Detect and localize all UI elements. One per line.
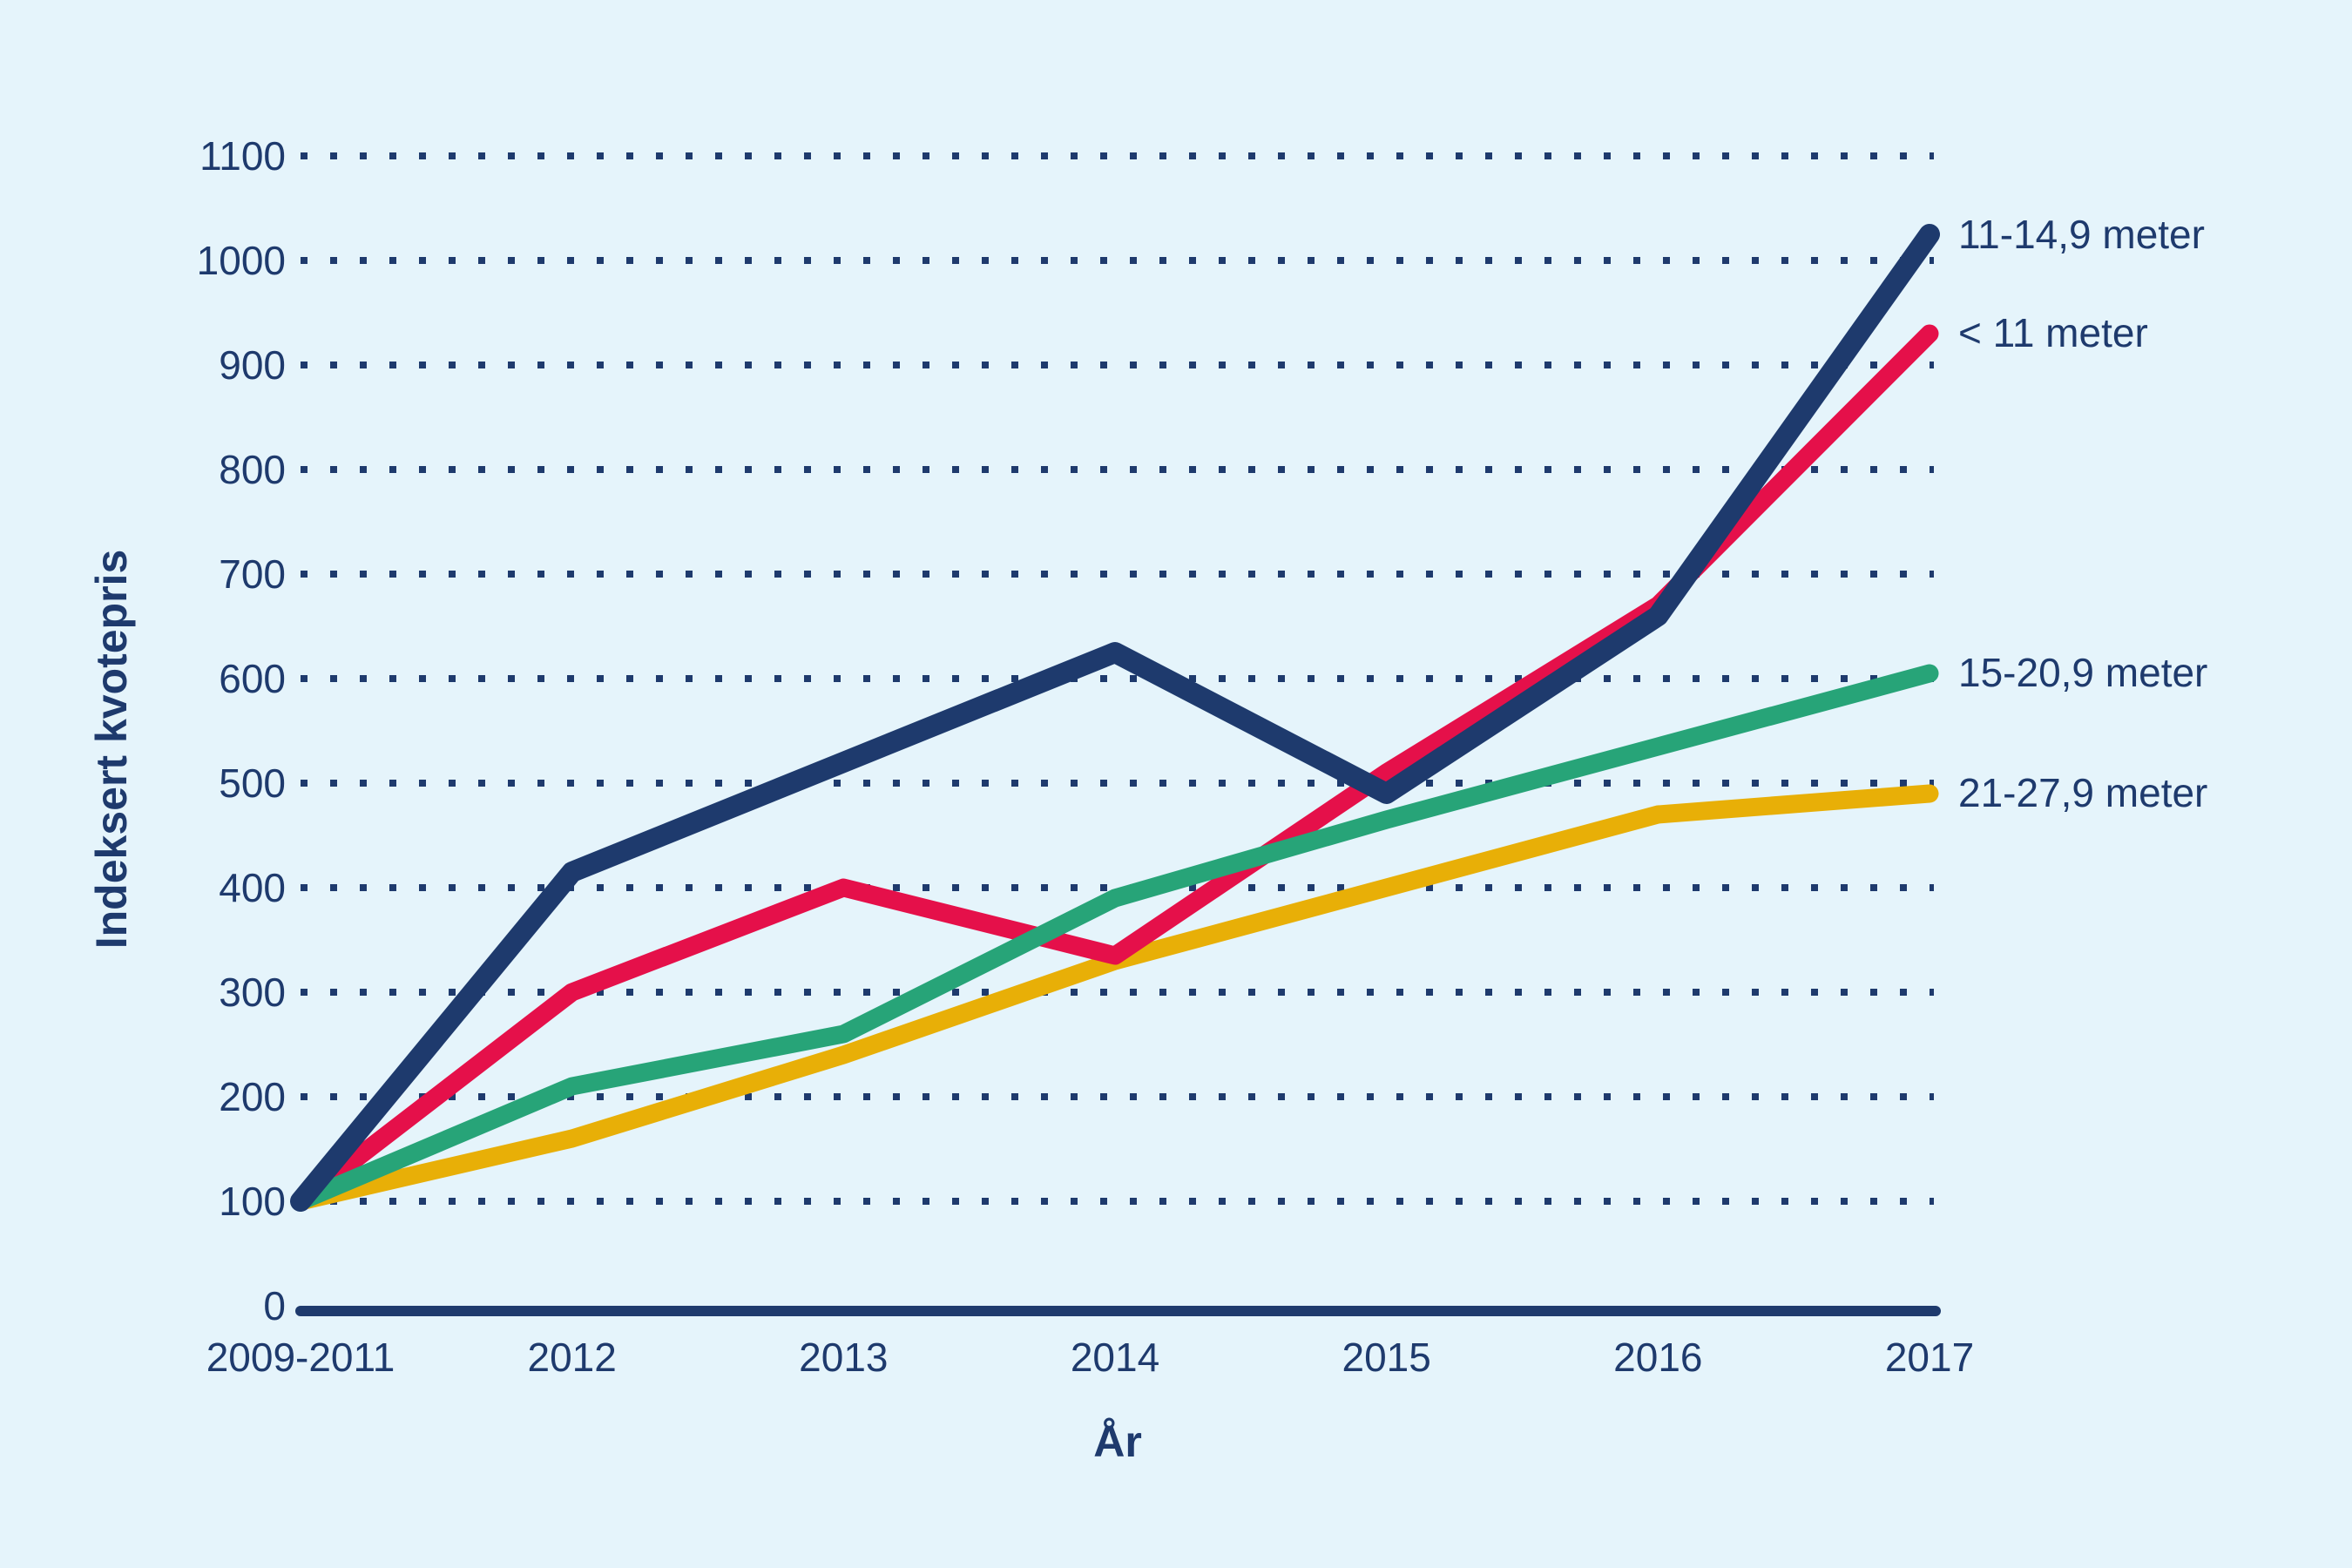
line-series-1 <box>291 324 1939 1211</box>
line-series-3 <box>291 784 1939 1211</box>
x-tick-label-2014: 2014 <box>1071 1335 1159 1380</box>
legend-label-15-20-9-meter: 15-20,9 meter <box>1958 650 2208 695</box>
x-tick-label-2013: 2013 <box>799 1335 888 1380</box>
y-tick-label-1000: 1000 <box>197 238 286 283</box>
y-tick-label-300: 300 <box>219 970 286 1015</box>
x-tick-label-2017: 2017 <box>1885 1335 1974 1380</box>
y-tick-label-800: 800 <box>219 447 286 492</box>
x-tick-label-2012: 2012 <box>527 1335 616 1380</box>
x-axis-title: År <box>1093 1417 1142 1466</box>
y-tick-label-100: 100 <box>219 1179 286 1224</box>
y-tick-label-700: 700 <box>219 551 286 597</box>
y-tick-label-200: 200 <box>219 1074 286 1119</box>
y-axis-title: Indeksert kvotepris <box>87 549 136 950</box>
x-tick-label-2009-2011: 2009-2011 <box>206 1335 395 1380</box>
y-tick-label-0: 0 <box>263 1283 286 1328</box>
legend-label-under-11-meter: < 11 meter <box>1958 310 2148 355</box>
y-tick-label-600: 600 <box>219 656 286 701</box>
y-tick-label-900: 900 <box>219 342 286 388</box>
line-series-2 <box>291 664 1939 1211</box>
legend-label-21-27-9-meter: 21-27,9 meter <box>1958 770 2208 815</box>
line-series-0 <box>290 224 1940 1212</box>
x-tick-label-2015: 2015 <box>1342 1335 1430 1380</box>
y-tick-label-400: 400 <box>219 865 286 910</box>
y-tick-label-500: 500 <box>219 760 286 806</box>
y-tick-label-1100: 1100 <box>199 133 286 179</box>
legend-label-11-14-9-meter: 11-14,9 meter <box>1958 212 2205 257</box>
x-tick-label-2016: 2016 <box>1613 1335 1702 1380</box>
